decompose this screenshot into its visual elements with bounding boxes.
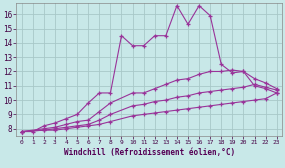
X-axis label: Windchill (Refroidissement éolien,°C): Windchill (Refroidissement éolien,°C) [64,148,235,157]
